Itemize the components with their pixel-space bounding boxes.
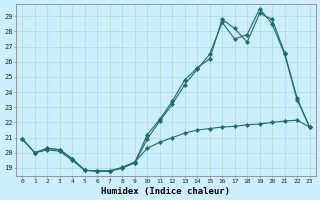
X-axis label: Humidex (Indice chaleur): Humidex (Indice chaleur) [101,187,230,196]
